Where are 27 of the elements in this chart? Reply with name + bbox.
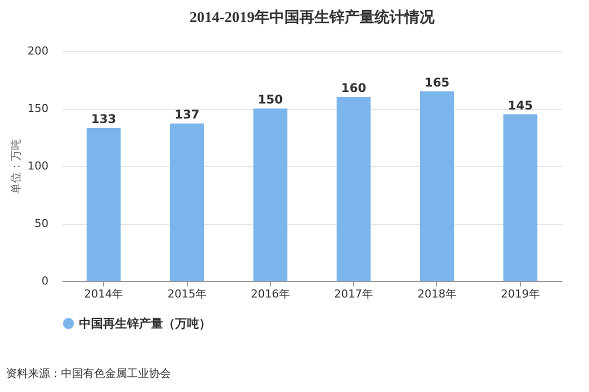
y-tick-label: 0	[42, 274, 48, 288]
x-tick-label: 2014年	[84, 288, 124, 300]
bar	[503, 114, 538, 281]
bar	[170, 123, 204, 281]
y-tick-label: 100	[28, 160, 48, 172]
chart-title: 2014-2019年中国再生锌产量统计情况	[190, 9, 436, 26]
bar	[86, 128, 121, 281]
y-tick-label: 150	[28, 102, 48, 115]
legend-label: 中国再生锌产量（万吨）	[79, 316, 211, 330]
data-label: 150	[258, 92, 283, 106]
x-tick-label: 2019年	[500, 288, 540, 300]
x-tick-label: 2017年	[334, 288, 374, 300]
text: 资料来源：中国有色金属工业协会	[6, 366, 171, 381]
x-tick-label: 2018年	[418, 288, 456, 300]
data-label: 165	[424, 75, 450, 90]
bar	[420, 91, 454, 281]
data-label: 133	[91, 112, 116, 126]
x-tick-label: 2016年	[250, 288, 290, 300]
y-axis-title: 单位：万吨	[10, 139, 23, 194]
data-label: 160	[341, 81, 366, 95]
y-tick-label: 200	[28, 44, 48, 58]
data-label: 145	[508, 98, 533, 112]
y-tick-label: 50	[34, 217, 48, 230]
data-label: 137	[174, 107, 200, 122]
x-tick-label: 2015年	[168, 288, 206, 300]
bar	[336, 97, 371, 281]
bar	[253, 108, 288, 281]
